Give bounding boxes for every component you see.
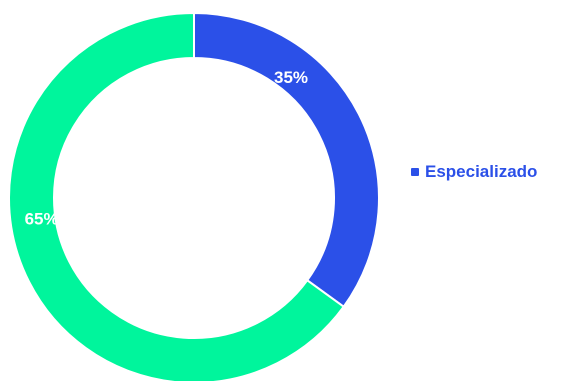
chart-legend: Especializado — [411, 162, 537, 182]
donut-slice-35pct — [193, 11, 380, 309]
legend-label-especializado: Especializado — [425, 162, 538, 181]
slice-label-65pct: 65% — [25, 210, 59, 229]
donut-slice-65pct — [8, 11, 346, 381]
legend-swatch — [411, 168, 419, 176]
slice-label-35pct: 35% — [274, 68, 308, 87]
